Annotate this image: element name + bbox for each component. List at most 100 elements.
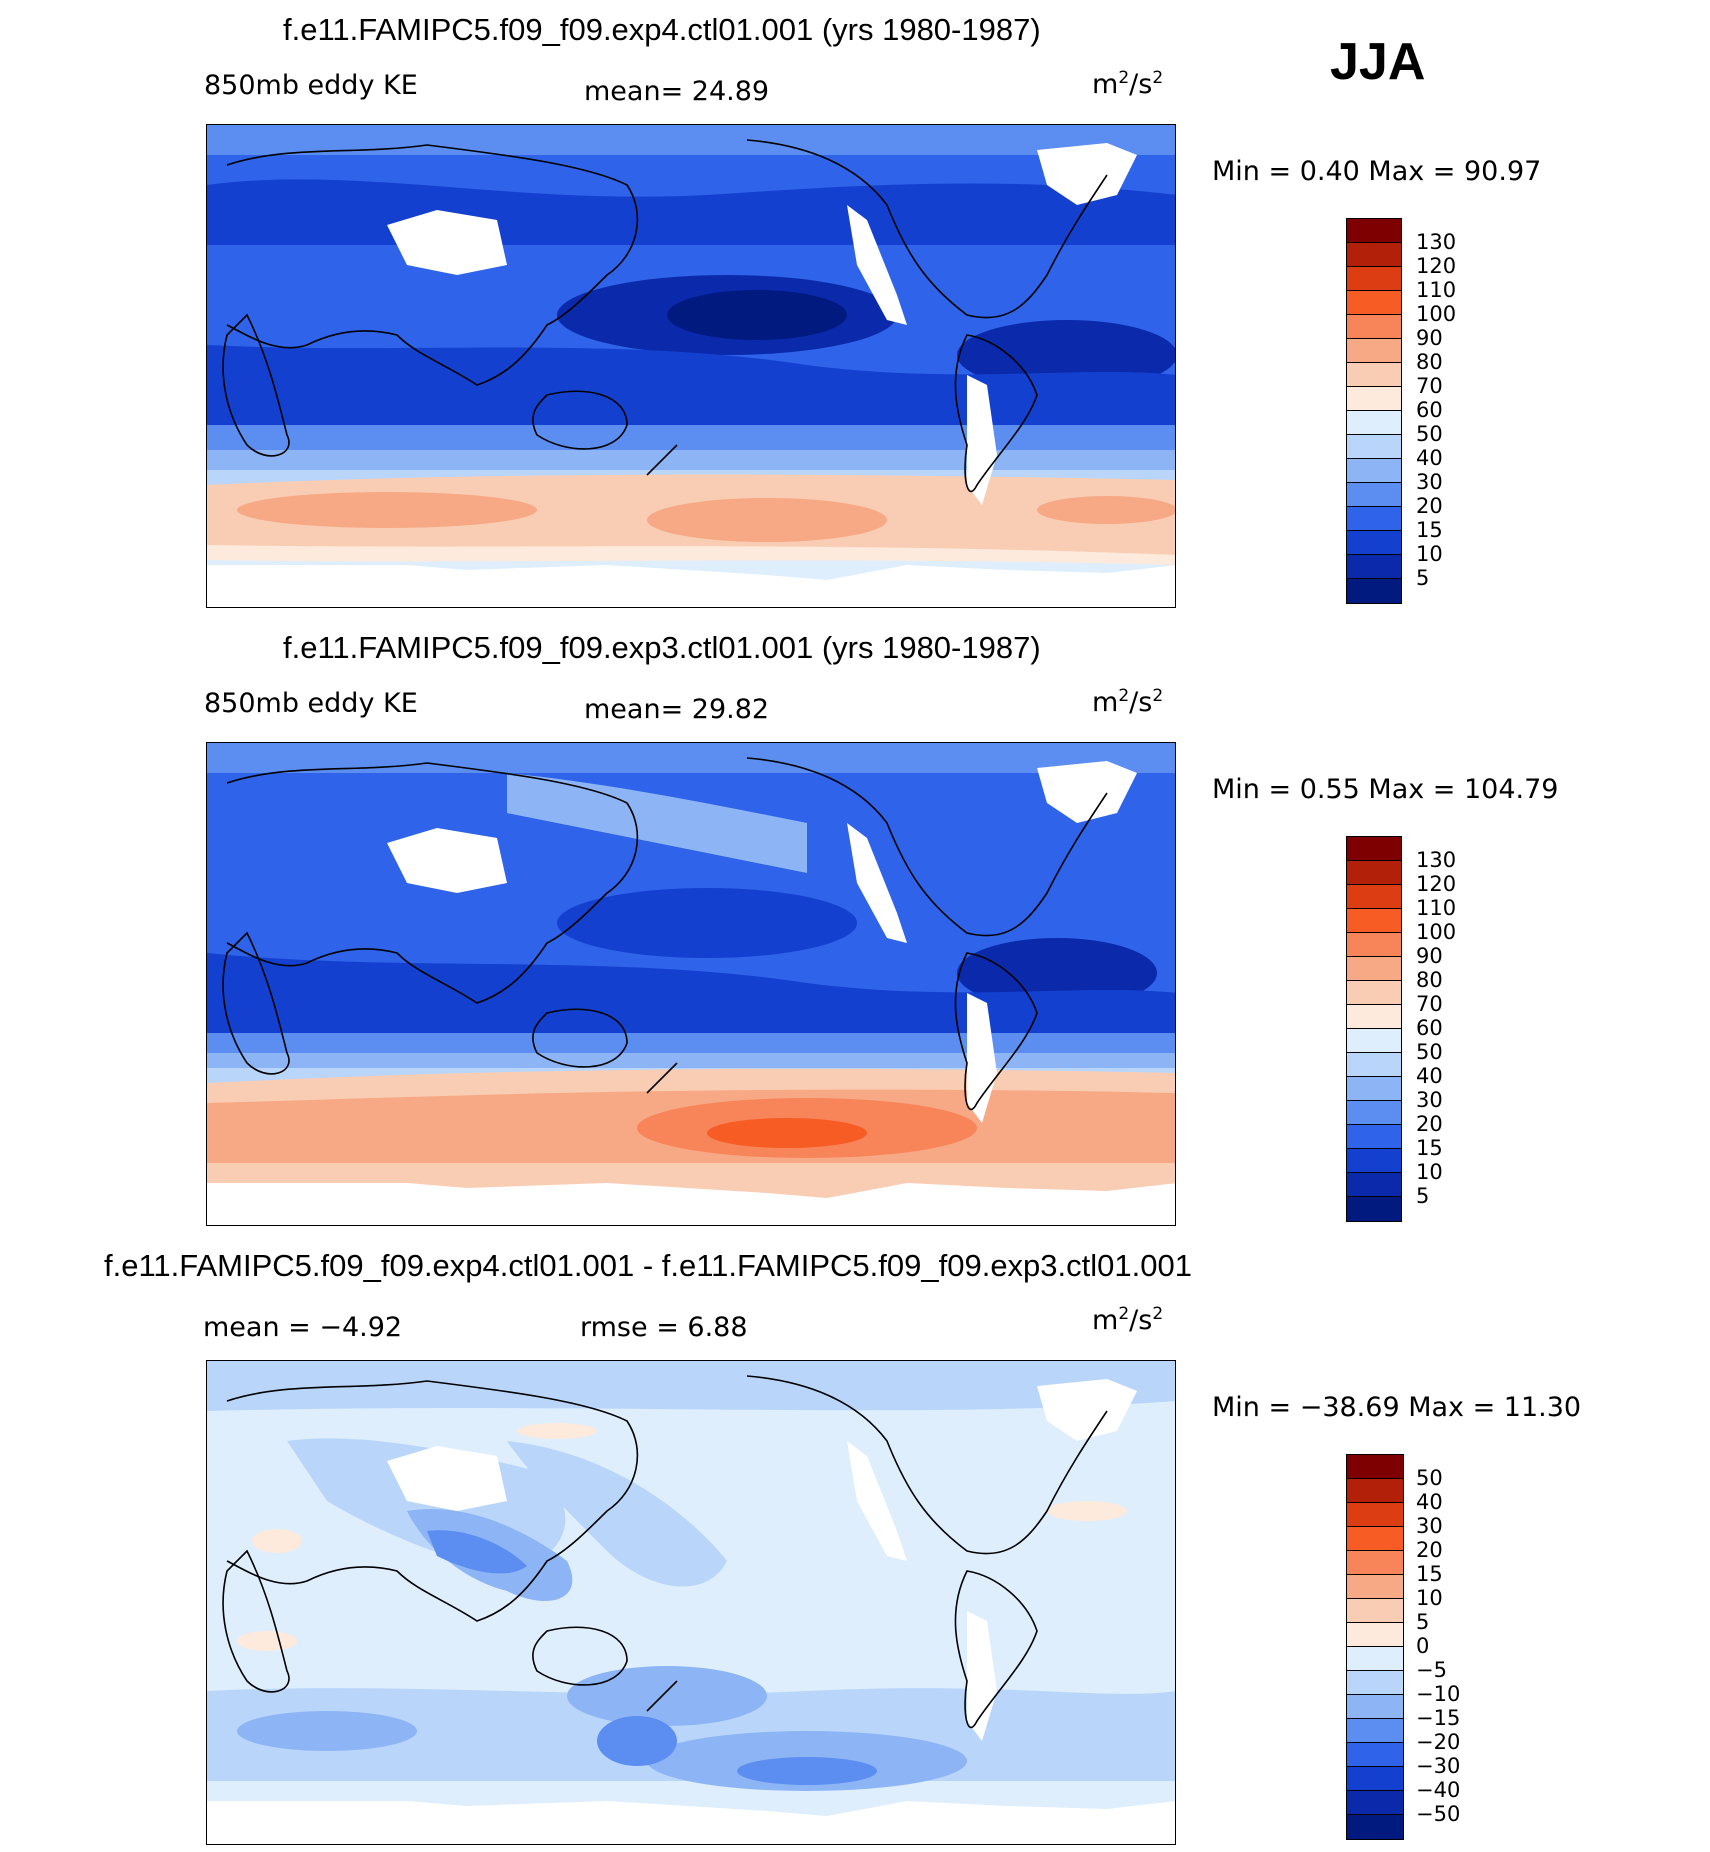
colorbar1-box — [1347, 219, 1401, 243]
colorbar1-box — [1347, 291, 1401, 315]
colorbar1-box — [1347, 339, 1401, 363]
colorbar1-box — [1347, 411, 1401, 435]
colorbar-tick-label: −5 — [1416, 1658, 1447, 1682]
colorbar-tick-label: 50 — [1416, 1466, 1443, 1490]
colorbar2-box — [1347, 933, 1401, 957]
colorbar-tick-label: 30 — [1416, 1088, 1443, 1112]
panel3-minmax: Min = −38.69 Max = 11.30 — [1212, 1392, 1582, 1423]
colorbar3-box — [1347, 1647, 1403, 1671]
colorbar3-box — [1347, 1743, 1403, 1767]
panel1-mean: mean= 24.89 — [584, 76, 770, 107]
colorbar-tick-label: 70 — [1416, 374, 1443, 398]
panel2-minmax: Min = 0.55 Max = 104.79 — [1212, 774, 1559, 805]
panel3-mean: mean = −4.92 — [203, 1312, 403, 1343]
colorbar2-box — [1347, 1149, 1401, 1173]
colorbar1-box — [1347, 387, 1401, 411]
colorbar3-box — [1347, 1791, 1403, 1815]
colorbar-tick-label: 5 — [1416, 1610, 1430, 1634]
colorbar1-box — [1347, 555, 1401, 579]
colorbar-tick-label: 20 — [1416, 1112, 1443, 1136]
colorbar1-box — [1347, 507, 1401, 531]
panel1-units: m2/s2 — [1092, 68, 1164, 100]
panel3-title: f.e11.FAMIPC5.f09_f09.exp4.ctl01.001 - f… — [104, 1248, 1192, 1283]
colorbar1-box — [1347, 243, 1401, 267]
colorbar-tick-label: 130 — [1416, 848, 1457, 872]
colorbar3-box — [1347, 1551, 1403, 1575]
panel2-title: f.e11.FAMIPC5.f09_f09.exp3.ctl01.001 (yr… — [283, 630, 1041, 665]
colorbar-tick-label: 10 — [1416, 1160, 1443, 1184]
panel2-map — [206, 742, 1176, 1226]
colorbar-tick-label: 10 — [1416, 542, 1443, 566]
colorbar-tick-label: 20 — [1416, 494, 1443, 518]
colorbar3-box — [1347, 1503, 1403, 1527]
colorbar2-box — [1347, 981, 1401, 1005]
colorbar2-box — [1347, 1077, 1401, 1101]
colorbar2-box — [1347, 1125, 1401, 1149]
colorbar-tick-label: 5 — [1416, 1184, 1430, 1208]
colorbar-tick-label: 70 — [1416, 992, 1443, 1016]
colorbar-tick-label: 15 — [1416, 1136, 1443, 1160]
colorbar2-box — [1347, 1173, 1401, 1197]
colorbar-tick-label: 90 — [1416, 944, 1443, 968]
colorbar-tick-label: 30 — [1416, 1514, 1443, 1538]
panel1-minmax: Min = 0.40 Max = 90.97 — [1212, 156, 1542, 187]
colorbar-tick-label: −15 — [1416, 1706, 1461, 1730]
panel3-rmse: rmse = 6.88 — [580, 1312, 748, 1343]
colorbar-tick-label: 20 — [1416, 1538, 1443, 1562]
colorbar1-box — [1347, 459, 1401, 483]
colorbar1-box — [1347, 315, 1401, 339]
colorbar1-box — [1347, 435, 1401, 459]
colorbar-tick-label: 100 — [1416, 302, 1457, 326]
colorbar-tick-label: −50 — [1416, 1802, 1461, 1826]
colorbar-tick-label: 120 — [1416, 872, 1457, 896]
colorbar-tick-label: 30 — [1416, 470, 1443, 494]
colorbar-tick-label: 15 — [1416, 1562, 1443, 1586]
colorbar3-box — [1347, 1815, 1403, 1839]
colorbar-tick-label: 80 — [1416, 350, 1443, 374]
colorbar-tick-label: 90 — [1416, 326, 1443, 350]
colorbar2-box — [1347, 1101, 1401, 1125]
colorbar3-box — [1347, 1671, 1403, 1695]
colorbar-tick-label: 5 — [1416, 566, 1430, 590]
panel2-variable: 850mb eddy KE — [204, 688, 418, 719]
colorbar3-box — [1347, 1767, 1403, 1791]
colorbar1-box — [1347, 531, 1401, 555]
colorbar-tick-label: 60 — [1416, 398, 1443, 422]
colorbar2-box — [1347, 1197, 1401, 1221]
panel1-title: f.e11.FAMIPC5.f09_f09.exp4.ctl01.001 (yr… — [283, 12, 1041, 47]
colorbar-tick-label: −30 — [1416, 1754, 1461, 1778]
colorbar-tick-label: −40 — [1416, 1778, 1461, 1802]
panel1-colorbar — [1346, 218, 1402, 604]
colorbar-tick-label: −20 — [1416, 1730, 1461, 1754]
colorbar1-box — [1347, 579, 1401, 603]
colorbar3-box — [1347, 1575, 1403, 1599]
colorbar1-box — [1347, 483, 1401, 507]
colorbar-tick-label: 50 — [1416, 422, 1443, 446]
colorbar-tick-label: 15 — [1416, 518, 1443, 542]
colorbar2-box — [1347, 861, 1401, 885]
colorbar3-box — [1347, 1479, 1403, 1503]
colorbar-tick-label: 40 — [1416, 1490, 1443, 1514]
colorbar-tick-label: 110 — [1416, 278, 1457, 302]
colorbar3-box — [1347, 1455, 1403, 1479]
colorbar2-box — [1347, 837, 1401, 861]
colorbar-tick-label: 80 — [1416, 968, 1443, 992]
colorbar3-box — [1347, 1695, 1403, 1719]
colorbar2-box — [1347, 885, 1401, 909]
season-label: JJA — [1330, 33, 1426, 91]
colorbar-tick-label: 130 — [1416, 230, 1457, 254]
panel2-colorbar — [1346, 836, 1402, 1222]
panel1-variable: 850mb eddy KE — [204, 70, 418, 101]
colorbar3-box — [1347, 1599, 1403, 1623]
colorbar-tick-label: 10 — [1416, 1586, 1443, 1610]
colorbar2-box — [1347, 1053, 1401, 1077]
colorbar-tick-label: 110 — [1416, 896, 1457, 920]
colorbar-tick-label: 60 — [1416, 1016, 1443, 1040]
colorbar-tick-label: 100 — [1416, 920, 1457, 944]
panel2-units: m2/s2 — [1092, 686, 1164, 718]
panel3-units: m2/s2 — [1092, 1304, 1164, 1336]
colorbar3-box — [1347, 1623, 1403, 1647]
colorbar-tick-label: 40 — [1416, 1064, 1443, 1088]
panel3-colorbar — [1346, 1454, 1404, 1840]
panel1-map — [206, 124, 1176, 608]
